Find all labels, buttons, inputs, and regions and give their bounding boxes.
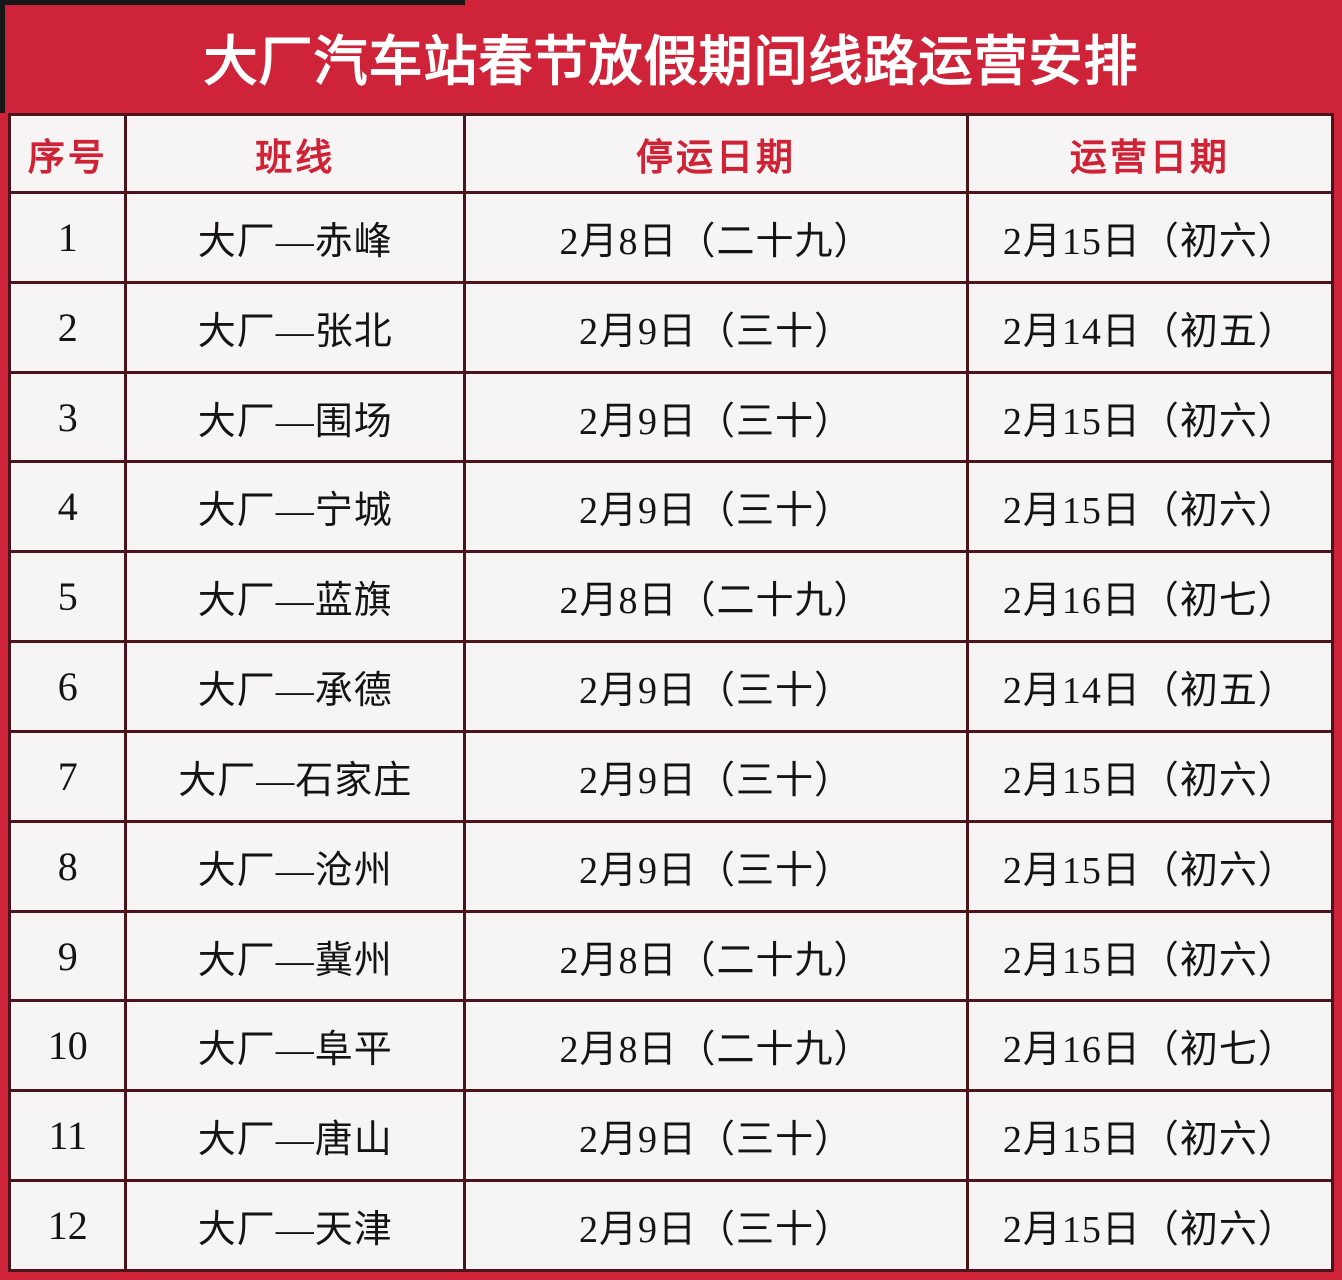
- cell-stop-date: 2月9日（三十）: [463, 370, 969, 464]
- cell-no: 2: [7, 280, 128, 374]
- cell-route: 大厂—宁城: [124, 460, 467, 554]
- cell-stop-date: 2月9日（三十）: [463, 640, 969, 733]
- title-bar: 大厂汽车站春节放假期间线路运营安排: [0, 0, 1342, 113]
- table-row: 6 大厂—承德 2月9日（三十） 2月14日（初五）: [7, 640, 1335, 733]
- cell-no: 9: [7, 909, 128, 1003]
- cell-stop-date: 2月9日（三十）: [463, 819, 969, 913]
- cell-no: 5: [7, 550, 128, 644]
- scan-artifact-top-edge: [0, 0, 465, 5]
- cell-stop-date: 2月8日（二十九）: [463, 999, 969, 1093]
- cell-no: 3: [7, 370, 128, 464]
- cell-stop-date: 2月9日（三十）: [463, 460, 969, 554]
- cell-route: 大厂—天津: [124, 1179, 467, 1272]
- header-row: 序号 班线 停运日期 运营日期: [7, 113, 1335, 194]
- cell-resume-date: 2月15日（初六）: [965, 1089, 1335, 1183]
- cell-resume-date: 2月15日（初六）: [965, 191, 1335, 284]
- cell-stop-date: 2月8日（二十九）: [463, 550, 969, 644]
- cell-route: 大厂—阜平: [124, 999, 467, 1093]
- table-row: 1 大厂—赤峰 2月8日（二十九） 2月15日（初六）: [7, 191, 1335, 284]
- cell-route: 大厂—冀州: [124, 909, 467, 1003]
- cell-resume-date: 2月15日（初六）: [965, 729, 1335, 823]
- table-row: 11 大厂—唐山 2月9日（三十） 2月15日（初六）: [7, 1089, 1335, 1183]
- column-header-resume-date: 运营日期: [965, 113, 1335, 194]
- cell-no: 10: [7, 999, 128, 1093]
- schedule-table-frame: 序号 班线 停运日期 运营日期 1 大厂—赤峰 2月8日（二十九） 2月15日（初六）…: [0, 113, 1342, 1280]
- cell-resume-date: 2月15日（初六）: [965, 370, 1335, 464]
- cell-no: 8: [7, 819, 128, 913]
- cell-no: 12: [7, 1179, 128, 1272]
- table-row: 2 大厂—张北 2月9日（三十） 2月14日（初五）: [7, 280, 1335, 374]
- cell-stop-date: 2月9日（三十）: [463, 729, 969, 823]
- table-row: 5 大厂—蓝旗 2月8日（二十九） 2月16日（初七）: [7, 550, 1335, 644]
- cell-no: 11: [7, 1089, 128, 1183]
- table-header: 序号 班线 停运日期 运营日期: [7, 113, 1335, 194]
- cell-no: 4: [7, 460, 128, 554]
- cell-no: 6: [7, 640, 128, 733]
- table-row: 7 大厂—石家庄 2月9日（三十） 2月15日（初六）: [7, 729, 1335, 823]
- schedule-table: 序号 班线 停运日期 运营日期 1 大厂—赤峰 2月8日（二十九） 2月15日（初六）…: [7, 113, 1335, 1272]
- cell-route: 大厂—沧州: [124, 819, 467, 913]
- column-header-stop-date: 停运日期: [463, 113, 969, 194]
- table-row: 12 大厂—天津 2月9日（三十） 2月15日（初六）: [7, 1179, 1335, 1272]
- column-header-no: 序号: [7, 113, 128, 194]
- table-row: 8 大厂—沧州 2月9日（三十） 2月15日（初六）: [7, 819, 1335, 913]
- cell-route: 大厂—承德: [124, 640, 467, 733]
- cell-resume-date: 2月14日（初五）: [965, 640, 1335, 733]
- table-body: 1 大厂—赤峰 2月8日（二十九） 2月15日（初六） 2 大厂—张北 2月9日（三十） 2月…: [7, 191, 1335, 1272]
- cell-stop-date: 2月9日（三十）: [463, 1089, 969, 1183]
- cell-stop-date: 2月9日（三十）: [463, 1179, 969, 1272]
- table-row: 10 大厂—阜平 2月8日（二十九） 2月16日（初七）: [7, 999, 1335, 1093]
- cell-route: 大厂—围场: [124, 370, 467, 464]
- cell-resume-date: 2月14日（初五）: [965, 280, 1335, 374]
- column-header-route: 班线: [124, 113, 467, 194]
- cell-stop-date: 2月8日（二十九）: [463, 191, 969, 284]
- cell-resume-date: 2月15日（初六）: [965, 819, 1335, 913]
- cell-route: 大厂—赤峰: [124, 191, 467, 284]
- table-row: 3 大厂—围场 2月9日（三十） 2月15日（初六）: [7, 370, 1335, 464]
- cell-resume-date: 2月15日（初六）: [965, 1179, 1335, 1272]
- cell-no: 7: [7, 729, 128, 823]
- cell-route: 大厂—唐山: [124, 1089, 467, 1183]
- table-row: 4 大厂—宁城 2月9日（三十） 2月15日（初六）: [7, 460, 1335, 554]
- cell-route: 大厂—张北: [124, 280, 467, 374]
- cell-resume-date: 2月15日（初六）: [965, 460, 1335, 554]
- cell-route: 大厂—蓝旗: [124, 550, 467, 644]
- cell-no: 1: [7, 191, 128, 284]
- table-row: 9 大厂—冀州 2月8日（二十九） 2月15日（初六）: [7, 909, 1335, 1003]
- cell-resume-date: 2月16日（初七）: [965, 550, 1335, 644]
- cell-resume-date: 2月16日（初七）: [965, 999, 1335, 1093]
- cell-resume-date: 2月15日（初六）: [965, 909, 1335, 1003]
- cell-route: 大厂—石家庄: [124, 729, 467, 823]
- scan-artifact-left-edge: [0, 0, 5, 113]
- cell-stop-date: 2月9日（三十）: [463, 280, 969, 374]
- page-title: 大厂汽车站春节放假期间线路运营安排: [203, 32, 1139, 92]
- cell-stop-date: 2月8日（二十九）: [463, 909, 969, 1003]
